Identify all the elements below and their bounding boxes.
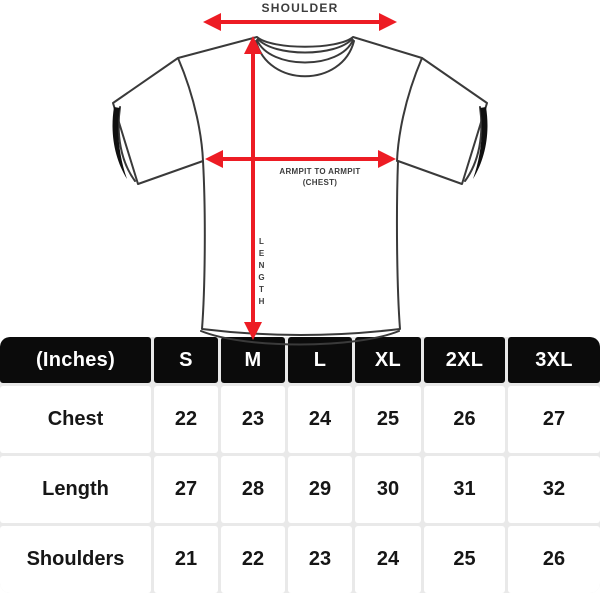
right-cuff-hem bbox=[464, 106, 483, 182]
left-sleeve-seam bbox=[177, 57, 204, 162]
shoulders-s: 21 bbox=[154, 526, 218, 593]
shoulders-m: 22 bbox=[221, 526, 285, 593]
chest-arrow-head-right bbox=[378, 150, 396, 168]
chest-2xl: 26 bbox=[424, 386, 505, 453]
shoulders-xl: 24 bbox=[355, 526, 421, 593]
left-cuff-shadow bbox=[112, 107, 127, 179]
shoulder-arrow-head-right bbox=[379, 13, 397, 31]
collar-seam-3 bbox=[255, 40, 355, 78]
shoulder-measure-label: SHOULDER bbox=[261, 1, 339, 15]
chest-measure-label: ARMPIT TO ARMPIT (CHEST) bbox=[255, 166, 385, 188]
row-shoulders-label: Shoulders bbox=[0, 526, 151, 593]
chest-xl: 25 bbox=[355, 386, 421, 453]
header-size-m: M bbox=[221, 337, 285, 383]
right-cuff-shadow bbox=[473, 107, 488, 179]
row-chest-label: Chest bbox=[0, 386, 151, 453]
armpit-to-armpit-text: ARMPIT TO ARMPIT bbox=[279, 167, 361, 176]
header-size-s: S bbox=[154, 337, 218, 383]
left-cuff-hem bbox=[117, 106, 136, 182]
chest-s: 22 bbox=[154, 386, 218, 453]
chest-text: (CHEST) bbox=[302, 178, 338, 187]
shoulder-arrow-head-left bbox=[203, 13, 221, 31]
chest-l: 24 bbox=[288, 386, 352, 453]
header-unit: (Inches) bbox=[0, 337, 151, 383]
header-size-2xl: 2XL bbox=[424, 337, 505, 383]
header-size-l: L bbox=[288, 337, 352, 383]
chest-arrow-head-left bbox=[205, 150, 223, 168]
length-measure-label: LENGTH bbox=[257, 237, 266, 309]
shoulders-3xl: 26 bbox=[508, 526, 600, 593]
right-sleeve-seam bbox=[396, 57, 423, 162]
length-3xl: 32 bbox=[508, 456, 600, 523]
cuff-shadows bbox=[112, 107, 488, 179]
chest-3xl: 27 bbox=[508, 386, 600, 453]
row-length-label: Length bbox=[0, 456, 151, 523]
length-s: 27 bbox=[154, 456, 218, 523]
shoulders-l: 23 bbox=[288, 526, 352, 593]
chest-m: 23 bbox=[221, 386, 285, 453]
collar-seam-1 bbox=[257, 38, 353, 54]
header-size-xl: XL bbox=[355, 337, 421, 383]
measurement-arrows bbox=[203, 13, 397, 340]
size-table: (Inches) S M L XL 2XL 3XL Chest 22 23 24… bbox=[0, 337, 600, 593]
length-2xl: 31 bbox=[424, 456, 505, 523]
length-xl: 30 bbox=[355, 456, 421, 523]
tshirt-diagram bbox=[112, 13, 488, 346]
header-size-3xl: 3XL bbox=[508, 337, 600, 383]
length-l: 29 bbox=[288, 456, 352, 523]
length-m: 28 bbox=[221, 456, 285, 523]
tshirt-outline bbox=[112, 36, 488, 346]
tshirt-body bbox=[112, 36, 488, 336]
collar-seam-2 bbox=[256, 39, 354, 64]
length-arrow-head-top bbox=[244, 36, 262, 54]
shoulders-2xl: 25 bbox=[424, 526, 505, 593]
